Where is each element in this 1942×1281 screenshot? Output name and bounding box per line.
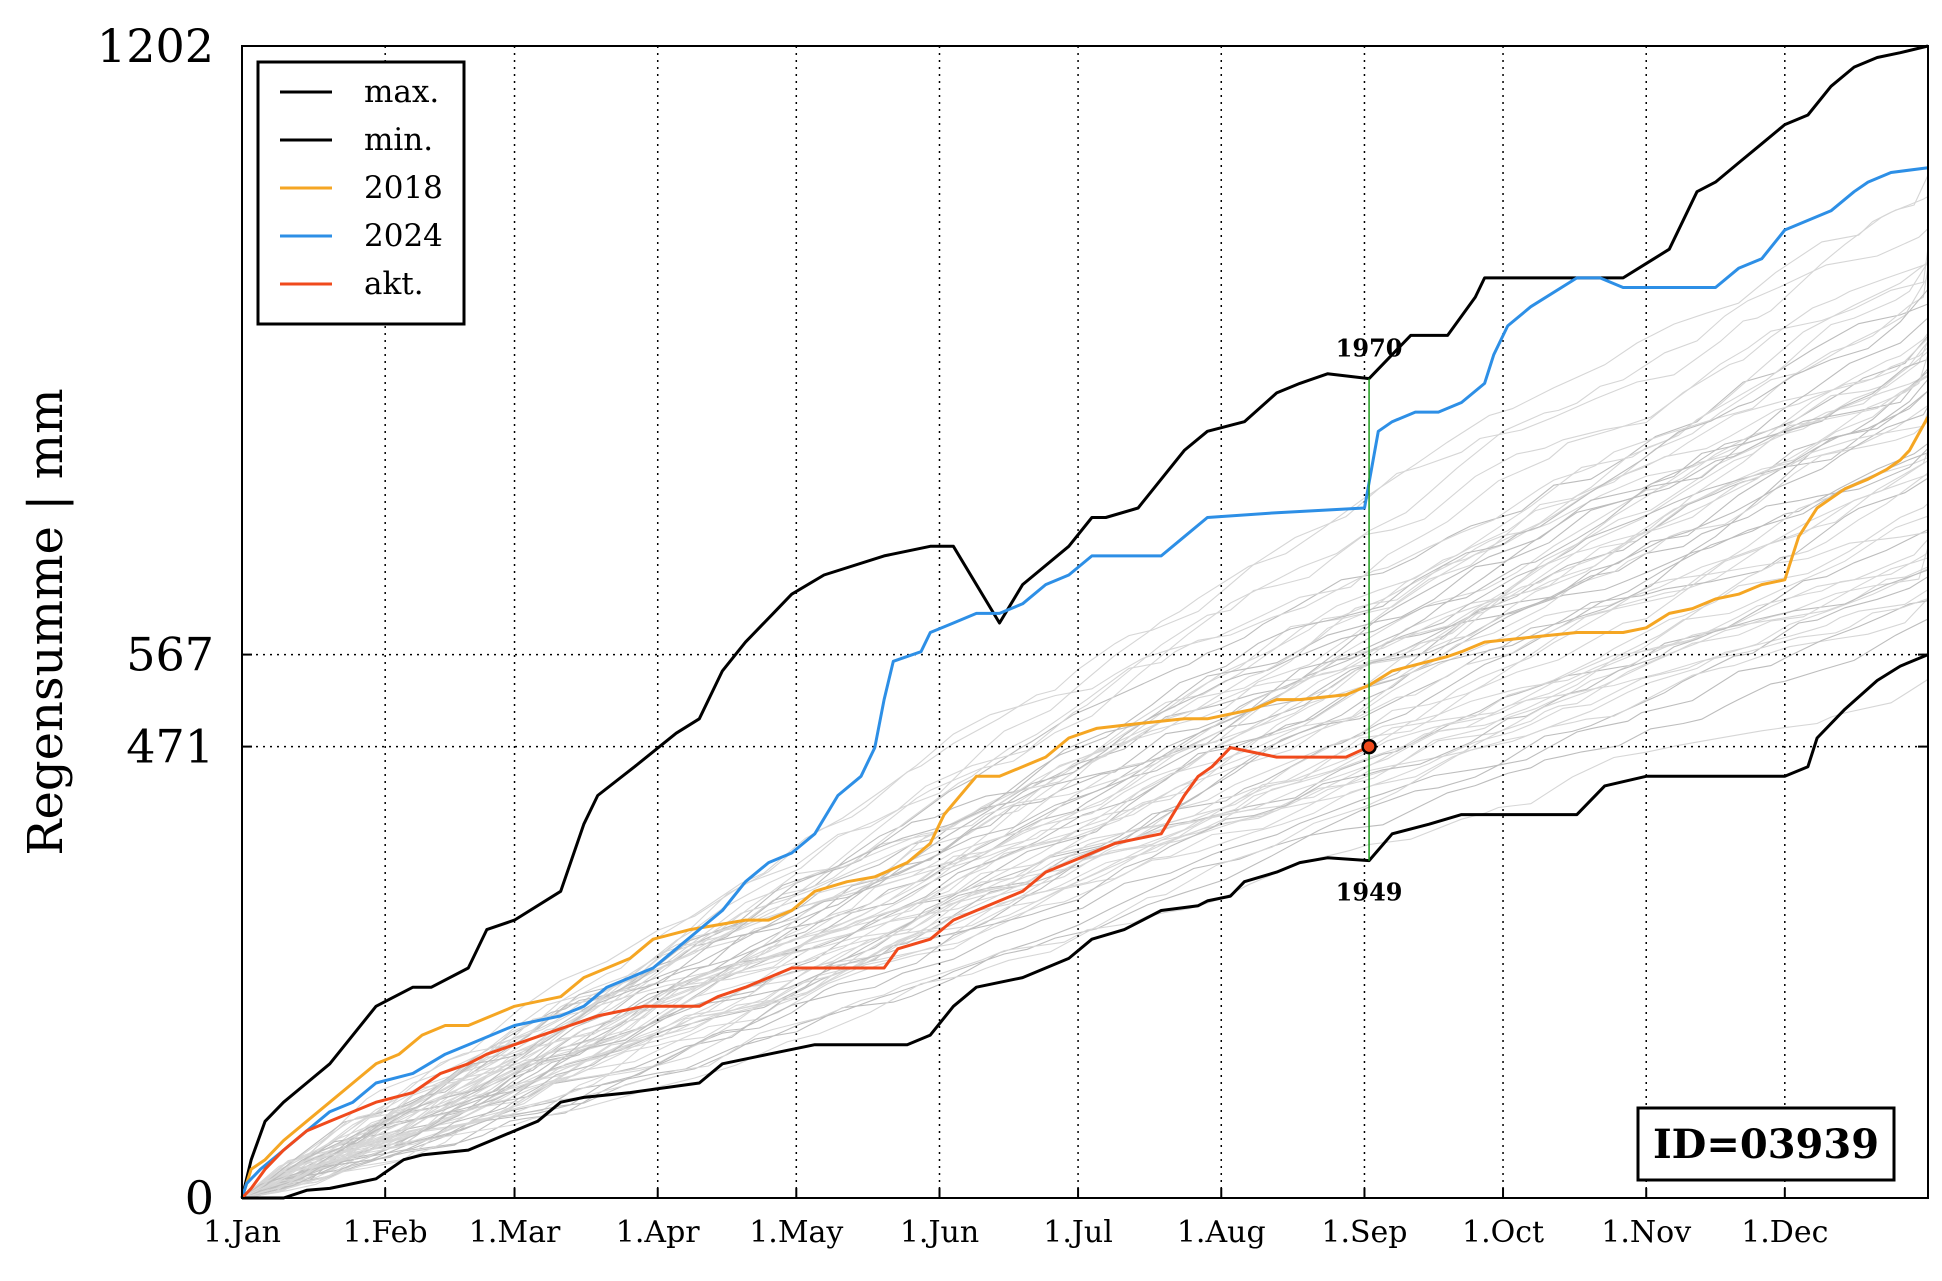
background-year-line: [241, 552, 1929, 1199]
y-tick-label: 567: [126, 628, 214, 682]
background-year-line: [241, 261, 1929, 1199]
background-year-line: [241, 341, 1929, 1199]
background-year-line: [241, 600, 1929, 1199]
series-line-max: [240, 44, 1929, 1199]
annotations: 1970 1949: [1336, 334, 1403, 907]
background-year-line: [241, 448, 1929, 1199]
x-tick-label: 1.Jun: [900, 1215, 979, 1250]
x-tick-label: 1.May: [749, 1215, 843, 1250]
background-year-line: [241, 576, 1929, 1199]
legend-label: 2018: [364, 170, 443, 206]
background-year-line: [241, 410, 1929, 1199]
year-annotation: 1949: [1336, 878, 1403, 907]
y-tick-label: 1202: [97, 19, 214, 73]
series-line-2018: [240, 416, 1930, 1199]
x-tick-label: 1.Dec: [1741, 1215, 1828, 1250]
x-tick-label: 1.Sep: [1321, 1215, 1407, 1250]
x-tick-label: 1.Nov: [1601, 1215, 1691, 1250]
grid-lines: [242, 46, 1928, 1198]
background-year-line: [241, 247, 1929, 1199]
background-year-line: [241, 678, 1929, 1199]
background-year-line: [241, 390, 1929, 1199]
y-tick-label: 0: [185, 1171, 214, 1225]
background-year-line: [241, 375, 1929, 1199]
background-year-lines: [241, 174, 1929, 1199]
y-axis-label: Regensumme | mm: [18, 388, 74, 855]
year-annotation: 1970: [1336, 334, 1403, 363]
axis-ticks: [241, 45, 1928, 1199]
background-year-line: [241, 557, 1929, 1199]
background-year-line: [241, 261, 1929, 1199]
background-year-line: [241, 421, 1929, 1199]
legend-label: min.: [364, 122, 433, 158]
background-year-line: [241, 597, 1929, 1199]
x-tick-label: 1.Jul: [1043, 1215, 1113, 1250]
background-year-line: [241, 374, 1929, 1199]
y-tick-label: 471: [126, 720, 214, 774]
series-lines: [240, 44, 1930, 1200]
x-tick-label: 1.Oct: [1462, 1215, 1544, 1250]
background-year-line: [241, 347, 1929, 1199]
station-id-label: ID=03939: [1653, 1121, 1879, 1168]
background-year-line: [241, 354, 1929, 1199]
series-line-2024: [240, 166, 1929, 1199]
background-year-line: [241, 515, 1929, 1199]
current-value-marker: [1361, 738, 1377, 755]
background-year-line: [241, 569, 1929, 1199]
legend-frame: [256, 60, 466, 326]
background-year-line: [241, 529, 1929, 1199]
background-year-line: [241, 196, 1929, 1199]
x-tick-label: 1.Mar: [469, 1215, 561, 1250]
y-tick-labels: 0 471 567 1202: [97, 19, 214, 1225]
background-year-line: [241, 303, 1929, 1199]
background-year-line: [241, 502, 1929, 1199]
background-year-line: [241, 371, 1929, 1199]
legend-label: akt.: [364, 266, 424, 302]
background-year-line: [241, 442, 1929, 1199]
station-id-box: ID=03939: [1636, 1106, 1896, 1182]
background-year-line: [241, 351, 1929, 1199]
series-line-akt: [240, 745, 1370, 1200]
legend-label: max.: [364, 74, 439, 110]
x-tick-label: 1.Aug: [1177, 1215, 1266, 1250]
plot-frame: [241, 45, 1929, 1199]
background-year-line: [241, 358, 1929, 1199]
x-tick-label: 1.Apr: [616, 1215, 700, 1250]
background-year-line: [241, 531, 1929, 1199]
background-year-line: [241, 460, 1929, 1199]
x-tick-label: 1.Feb: [343, 1215, 428, 1250]
station-id-frame: [1636, 1106, 1896, 1182]
background-year-line: [241, 538, 1929, 1199]
series-line-min: [242, 653, 1929, 1200]
background-year-line: [241, 374, 1929, 1199]
background-year-line: [241, 406, 1929, 1199]
legend: max. min. 2018 2024 akt.: [256, 60, 466, 326]
x-tick-labels: 1.Jan 1.Feb 1.Mar 1.Apr 1.May 1.Jun 1.Jul 1.Aug…: [203, 1215, 1828, 1250]
legend-label: 2024: [364, 218, 443, 254]
x-tick-label: 1.Jan: [203, 1215, 281, 1250]
